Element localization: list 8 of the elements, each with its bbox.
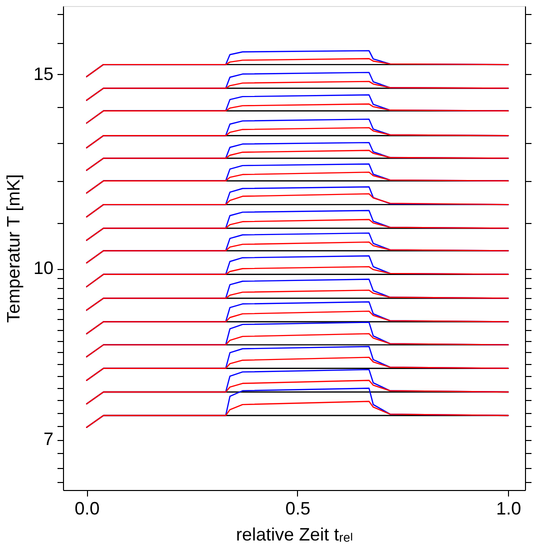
y-tick-label: 7 (43, 429, 54, 450)
y-axis-title: Temperatur T [mK] (3, 174, 24, 323)
x-axis-title: relative Zeit tᵣₑₗ (236, 524, 354, 544)
y-tick-label: 10 (33, 258, 54, 278)
x-tick-label: 0.5 (285, 498, 310, 518)
x-tick-label: 0.0 (74, 498, 100, 518)
x-tick-label: 1.0 (496, 498, 522, 518)
y-tick-label: 15 (33, 64, 54, 84)
